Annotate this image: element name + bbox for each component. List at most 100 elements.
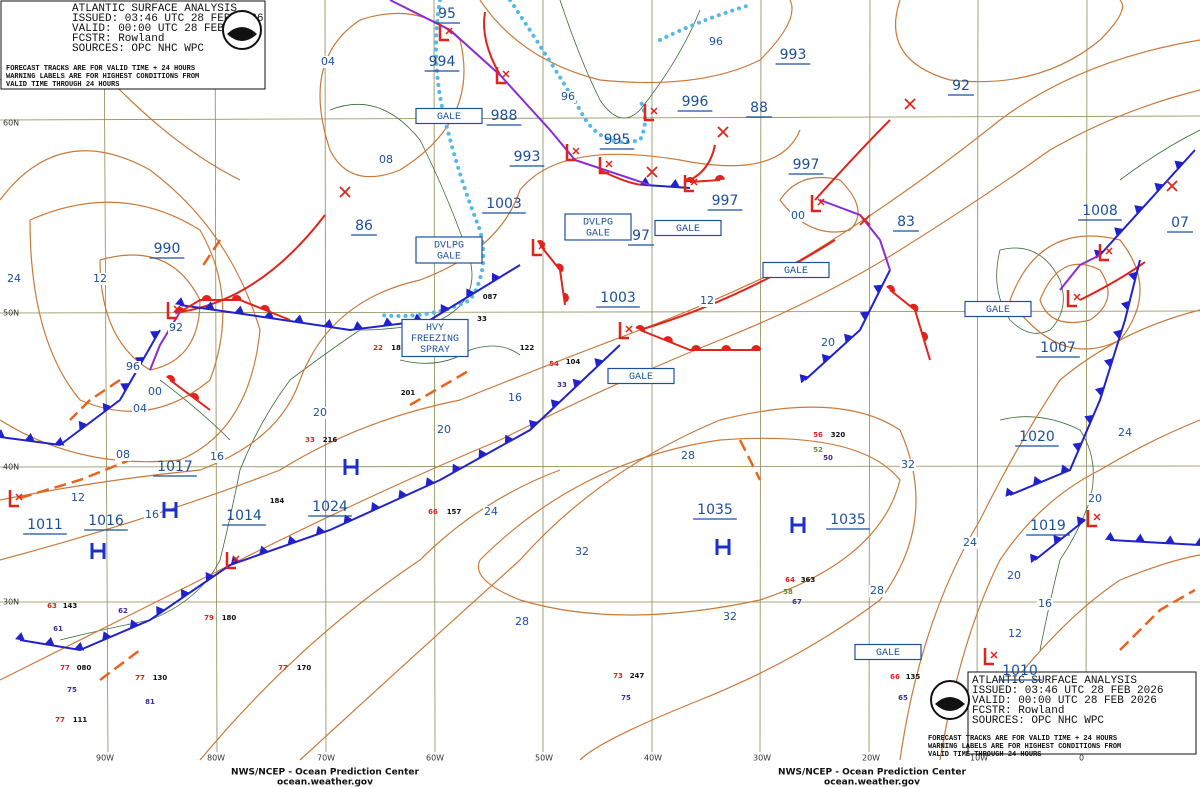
warning-label: GALE: [629, 372, 653, 383]
low-center: [990, 651, 998, 659]
center-label: 97: [632, 228, 650, 244]
front-barb: [669, 179, 680, 188]
center-label: 997: [712, 193, 739, 209]
front-barb: [873, 284, 883, 294]
longitude-label: 60W: [426, 754, 444, 763]
isobar-label: 20: [1007, 569, 1021, 582]
isobar-label-bg: [147, 386, 163, 398]
low-symbol: [225, 552, 236, 570]
isobar-label-bg: [514, 616, 530, 628]
front-barb: [74, 641, 85, 651]
station-obs: 58: [783, 588, 793, 596]
isobar-label: 12: [1008, 627, 1022, 640]
front-barb: [1134, 205, 1144, 215]
front-barb: [529, 419, 539, 430]
isobar-label: 28: [870, 584, 884, 597]
header-box-bottom: [967, 671, 1197, 755]
front-barb: [821, 353, 831, 364]
isobar-label-bg: [680, 450, 696, 462]
center-label: 993: [780, 47, 807, 63]
header-box: [0, 0, 266, 90]
isobar-label-bg: [900, 459, 916, 471]
station-obs: 184: [270, 497, 285, 505]
front-barb: [1030, 553, 1039, 564]
front-barb: [1005, 487, 1015, 497]
station-obs: 52: [813, 446, 823, 454]
isobar-label: 32: [575, 545, 589, 558]
center-label: 1007: [1040, 340, 1076, 356]
isobar-label: 04: [133, 402, 147, 415]
footer-center: NWS/NCEP - Ocean Prediction Center: [778, 768, 966, 778]
front-barb: [452, 463, 462, 474]
front-barb: [343, 514, 353, 524]
front-barb: [1072, 442, 1082, 452]
low-center: [1073, 293, 1081, 301]
center-label: 1011: [27, 517, 63, 533]
front-barb: [555, 263, 564, 273]
center-label: 990: [154, 241, 181, 257]
footer-url: ocean.weather.gov: [277, 778, 373, 787]
front-barb: [323, 318, 334, 328]
header-note: FORECAST TRACKS ARE FOR VALID TIME + 24 …: [928, 735, 1117, 743]
isobar-label: 16: [1038, 597, 1052, 610]
station-obs: 170: [297, 664, 312, 672]
station-obs: 63: [47, 602, 57, 610]
center-label: 86: [355, 218, 373, 234]
isobar-label: 16: [210, 450, 224, 463]
latitude-label: 40N: [3, 463, 19, 472]
front-barb: [663, 336, 673, 343]
low-center: [690, 178, 698, 186]
front-barb: [440, 304, 450, 314]
station-obs: 54: [549, 360, 559, 368]
front-barb: [1095, 386, 1105, 397]
front-barb: [315, 525, 326, 535]
warning-label: DVLPG: [434, 241, 464, 252]
low-center: [817, 198, 825, 206]
front-barb: [1154, 182, 1164, 192]
isobars: [0, 0, 1200, 761]
station-obs: 61: [53, 625, 63, 633]
low-symbol: [1086, 510, 1097, 528]
center-label: 1017: [157, 459, 193, 475]
cold-front: [1009, 259, 1141, 496]
center-label: 92: [952, 78, 970, 94]
front-barb: [799, 374, 809, 384]
low-center: [650, 107, 658, 115]
warning-box: [415, 107, 483, 125]
front-barb: [166, 375, 175, 383]
header-note: FORECAST TRACKS ARE FOR VALID TIME + 24 …: [6, 65, 195, 73]
station-obs: 77: [135, 674, 145, 682]
low-center: [232, 555, 240, 563]
warning-label: GALE: [876, 648, 900, 659]
low-symbol: [810, 195, 821, 213]
front-barb: [129, 619, 139, 629]
isobar-label: 28: [681, 449, 695, 462]
station-obs: 77: [55, 716, 65, 724]
isobar-label: 20: [821, 336, 835, 349]
front-barb: [714, 175, 725, 181]
header-line: ISSUED: 03:46 UTC 28 FEB 2026: [972, 685, 1163, 697]
isobar-label: 96: [709, 35, 723, 48]
low-symbol: [983, 648, 994, 666]
warning-box: [607, 367, 675, 385]
front-barb: [859, 311, 870, 321]
station-obs: 50: [823, 454, 833, 462]
low-symbol: [166, 302, 177, 320]
isobar-label-bg: [1037, 598, 1053, 610]
isobar-label-bg: [820, 337, 836, 349]
isobar-label: 24: [1118, 426, 1132, 439]
front-barb: [491, 272, 501, 283]
front-barb: [921, 331, 929, 342]
warning-label: HVY: [426, 323, 444, 334]
front-barb: [504, 434, 514, 444]
isobar-label: 92: [169, 321, 183, 334]
forecast-position: [1166, 180, 1178, 192]
warning-label: FREEZING: [411, 334, 459, 345]
station-obs: 111: [73, 716, 88, 724]
fronts: [0, 0, 1200, 681]
station-obs: 77: [60, 664, 70, 672]
front-barb: [1084, 414, 1094, 425]
header-line: SOURCES: OPC NHC WPC: [72, 43, 204, 55]
warning-box: [415, 236, 483, 264]
center-label: 1008: [1082, 203, 1118, 219]
